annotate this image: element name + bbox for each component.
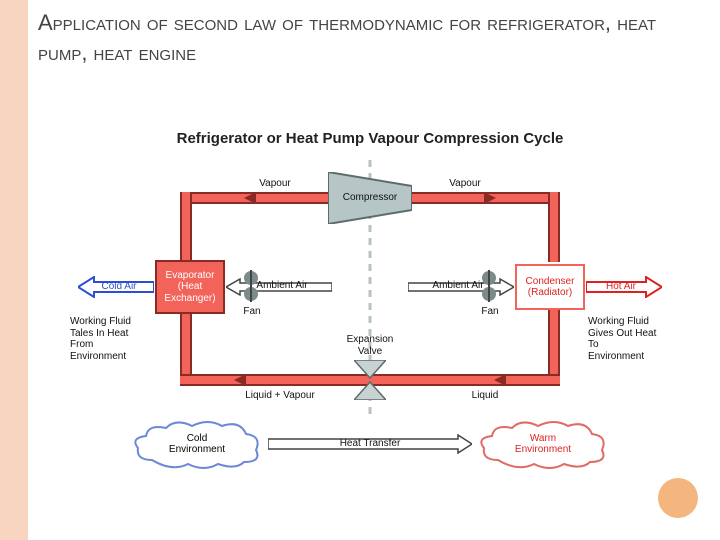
vapour-compression-diagram: Refrigerator or Heat Pump Vapour Compres… [70, 130, 670, 530]
working-fluid-in: Working Fluid Tales In Heat From Environ… [70, 316, 152, 362]
page-title: Application of second law of thermodynam… [38, 8, 698, 67]
compressor-label: Compressor [338, 192, 402, 204]
cold-env-label: Cold Environment [152, 430, 242, 458]
evaporator-box: Evaporator (Heat Exchanger) [155, 260, 225, 314]
evaporator-line2: (Heat [178, 281, 202, 293]
vapour-label-right: Vapour [440, 178, 490, 190]
warm-env-2: Environment [515, 444, 571, 455]
top-flow-arrow-left [240, 188, 260, 208]
wf-in-2: Tales In Heat [70, 328, 152, 340]
bottom-flow-arrow-left [230, 370, 250, 390]
wf-in-3: From [70, 339, 152, 351]
wf-in-1: Working Fluid [70, 316, 152, 328]
accent-circle-icon [658, 478, 698, 518]
page-title-block: Application of second law of thermodynam… [38, 8, 698, 67]
evaporator-line1: Evaporator [166, 270, 215, 282]
condenser-line1: Condenser [526, 276, 575, 288]
warm-env-1: Warm [530, 433, 556, 444]
expansion-label-2: Valve [342, 346, 398, 358]
cold-env-1: Cold [187, 433, 208, 444]
condenser-box: Condenser (Radiator) [515, 264, 585, 310]
liquid-label: Liquid [460, 390, 510, 402]
bottom-flow-arrow-right [490, 370, 510, 390]
expansion-label-1: Expansion [342, 334, 398, 346]
condenser-line2: (Radiator) [528, 287, 572, 299]
wf-out-2: Gives Out Heat [588, 328, 674, 340]
vapour-label-left: Vapour [250, 178, 300, 190]
left-riser-top [180, 192, 192, 262]
diagram-title: Refrigerator or Heat Pump Vapour Compres… [70, 130, 670, 147]
wf-out-4: Environment [588, 351, 674, 363]
hot-air-label: Hot Air [598, 281, 644, 293]
fan-right-label: Fan [478, 306, 502, 318]
liquid-vapour-label: Liquid + Vapour [230, 390, 330, 402]
right-riser-top [548, 192, 560, 262]
evaporator-line3: Exchanger) [164, 293, 215, 305]
wf-out-3: To [588, 339, 674, 351]
left-riser-bottom [180, 314, 192, 376]
right-riser-bottom [548, 310, 560, 376]
warm-env-label: Warm Environment [498, 430, 588, 458]
wf-out-1: Working Fluid [588, 316, 674, 328]
fan-left-icon [242, 270, 260, 302]
top-flow-arrow-right [480, 188, 500, 208]
cold-env-2: Environment [169, 444, 225, 455]
expansion-valve-icon [354, 360, 386, 400]
fan-left-label: Fan [240, 306, 264, 318]
left-accent-bar [0, 0, 28, 540]
wf-in-4: Environment [70, 351, 152, 363]
heat-transfer-label: Heat Transfer [330, 438, 410, 450]
working-fluid-out: Working Fluid Gives Out Heat To Environm… [588, 316, 674, 362]
fan-right-icon [480, 270, 498, 302]
cold-air-label: Cold Air [94, 281, 144, 293]
